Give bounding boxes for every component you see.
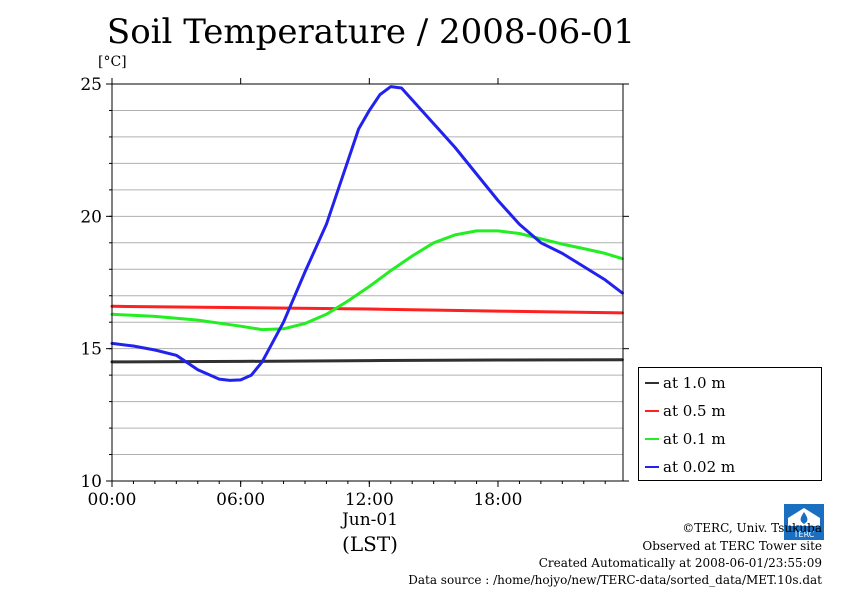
legend: at 1.0 m at 0.5 m at 0.1 m at 0.02 m <box>638 367 822 481</box>
x-tick-label: 06:00 <box>216 490 265 510</box>
legend-swatch-1m <box>645 382 659 384</box>
series-line-1 <box>110 304 624 315</box>
credit-copyright: ©TERC, Univ. Tsukuba <box>682 521 822 535</box>
legend-label-05m: at 0.5 m <box>663 402 726 420</box>
series-line-0 <box>110 358 624 364</box>
y-unit-label: [°C] <box>98 54 127 70</box>
legend-item-002m: at 0.02 m <box>645 457 735 477</box>
legend-item-01m: at 0.1 m <box>645 429 726 449</box>
logo-text: TERC <box>793 530 815 539</box>
chart-title: Soil Temperature / 2008-06-01 <box>106 12 636 52</box>
x-tick-label: 18:00 <box>473 490 522 510</box>
credit-source: Data source : /home/hojyo/new/TERC-data/… <box>408 573 822 587</box>
series-line-2 <box>110 229 624 332</box>
y-tick-label: 25 <box>80 75 102 95</box>
legend-swatch-01m <box>645 438 659 440</box>
x-tick-label: 00:00 <box>88 490 137 510</box>
x-axis-label: (LST) <box>342 532 398 556</box>
legend-swatch-002m <box>645 466 659 468</box>
legend-item-05m: at 0.5 m <box>645 401 726 421</box>
y-tick-label: 20 <box>80 207 102 227</box>
terc-logo-icon: TERC <box>784 504 824 540</box>
legend-label-002m: at 0.02 m <box>663 458 736 476</box>
credit-created: Created Automatically at 2008-06-01/23:5… <box>538 556 822 570</box>
series-layer <box>110 85 624 382</box>
x-date-label: Jun-01 <box>341 510 399 530</box>
credit-observed: Observed at TERC Tower site <box>642 539 822 553</box>
series-line-3 <box>110 85 624 382</box>
axis-layer: 10 15 20 25 00:00 06:00 12:00 18:00 <box>80 75 629 510</box>
y-tick-label: 10 <box>80 472 102 492</box>
y-tick-label: 15 <box>80 340 102 360</box>
legend-item-1m: at 1.0 m <box>645 373 726 393</box>
grid-layer <box>112 109 623 456</box>
legend-label-1m: at 1.0 m <box>663 374 726 392</box>
plot-frame <box>111 83 624 482</box>
x-tick-label: 12:00 <box>345 490 394 510</box>
legend-label-01m: at 0.1 m <box>663 430 726 448</box>
legend-swatch-05m <box>645 410 659 412</box>
